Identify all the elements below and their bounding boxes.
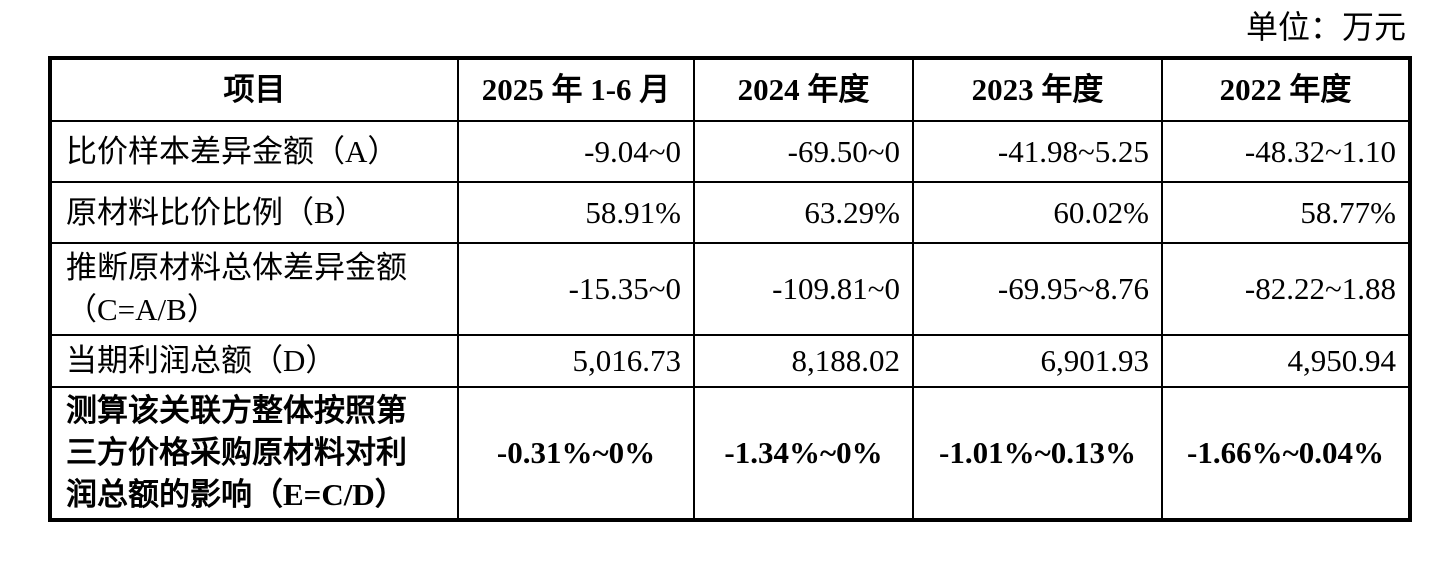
row-label: 推断原材料总体差异金额 （C=A/B） — [49, 242, 459, 336]
cell-value: 63.29% — [693, 181, 914, 244]
cell-value: -1.66%~0.04% — [1161, 386, 1411, 521]
column-header-2025h1: 2025 年 1-6 月 — [457, 57, 695, 122]
cell-value: 4,950.94 — [1161, 334, 1411, 388]
cell-value: -41.98~5.25 — [912, 120, 1163, 183]
cell-value: -48.32~1.10 — [1161, 120, 1411, 183]
cell-value: -15.35~0 — [457, 242, 695, 336]
row-label: 当期利润总额（D） — [49, 334, 459, 388]
cell-value: 6,901.93 — [912, 334, 1163, 388]
table-row-sample-diff: 比价样本差异金额（A） -9.04~0 -69.50~0 -41.98~5.25… — [49, 120, 1411, 183]
table-row-total-profit: 当期利润总额（D） 5,016.73 8,188.02 6,901.93 4,9… — [49, 334, 1411, 388]
unit-label: 单位：万元 — [1245, 9, 1406, 45]
related-party-pricing-table: 项目 2025 年 1-6 月 2024 年度 2023 年度 2022 年度 … — [48, 56, 1412, 522]
cell-value: -82.22~1.88 — [1161, 242, 1411, 336]
cell-value: 58.77% — [1161, 181, 1411, 244]
column-header-2023: 2023 年度 — [912, 57, 1163, 122]
column-header-2022: 2022 年度 — [1161, 57, 1411, 122]
cell-value: 60.02% — [912, 181, 1163, 244]
column-header-item: 项目 — [49, 57, 459, 122]
row-label: 原材料比价比例（B） — [49, 181, 459, 244]
cell-value: -69.50~0 — [693, 120, 914, 183]
row-label: 测算该关联方整体按照第 三方价格采购原材料对利 润总额的影响（E=C/D） — [49, 386, 459, 521]
cell-value: -109.81~0 — [693, 242, 914, 336]
cell-value: 58.91% — [457, 181, 695, 244]
cell-value: 5,016.73 — [457, 334, 695, 388]
cell-value: -9.04~0 — [457, 120, 695, 183]
cell-value: -1.34%~0% — [693, 386, 914, 521]
cell-value: -0.31%~0% — [457, 386, 695, 521]
column-header-2024: 2024 年度 — [693, 57, 914, 122]
table-row-price-ratio: 原材料比价比例（B） 58.91% 63.29% 60.02% 58.77% — [49, 181, 1411, 244]
cell-value: 8,188.02 — [693, 334, 914, 388]
row-label: 比价样本差异金额（A） — [49, 120, 459, 183]
cell-value: -69.95~8.76 — [912, 242, 1163, 336]
table-row-profit-impact: 测算该关联方整体按照第 三方价格采购原材料对利 润总额的影响（E=C/D） -0… — [49, 386, 1411, 521]
table-row-inferred-diff: 推断原材料总体差异金额 （C=A/B） -15.35~0 -109.81~0 -… — [49, 242, 1411, 336]
header-row: 项目 2025 年 1-6 月 2024 年度 2023 年度 2022 年度 — [49, 57, 1411, 122]
cell-value: -1.01%~0.13% — [912, 386, 1163, 521]
